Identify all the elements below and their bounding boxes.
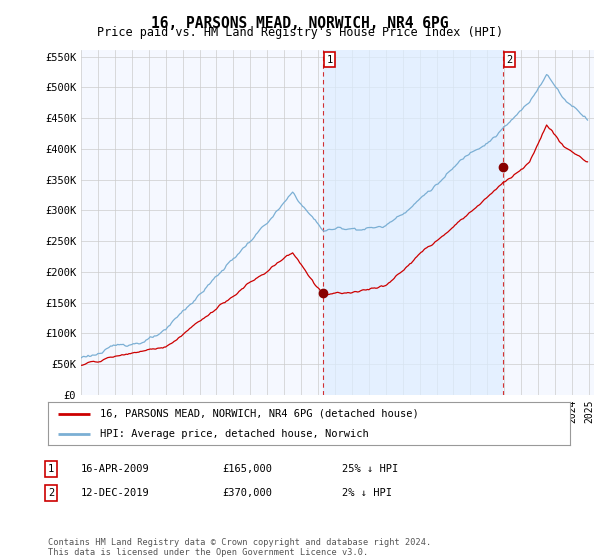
Text: 1: 1 [326, 55, 333, 64]
Text: 1: 1 [48, 464, 54, 474]
Text: £165,000: £165,000 [222, 464, 272, 474]
Text: 2: 2 [506, 55, 513, 64]
Text: Contains HM Land Registry data © Crown copyright and database right 2024.
This d: Contains HM Land Registry data © Crown c… [48, 538, 431, 557]
Text: 16-APR-2009: 16-APR-2009 [81, 464, 150, 474]
Text: 12-DEC-2019: 12-DEC-2019 [81, 488, 150, 498]
Text: 16, PARSONS MEAD, NORWICH, NR4 6PG (detached house): 16, PARSONS MEAD, NORWICH, NR4 6PG (deta… [100, 409, 419, 419]
Text: 16, PARSONS MEAD, NORWICH, NR4 6PG: 16, PARSONS MEAD, NORWICH, NR4 6PG [151, 16, 449, 31]
Text: HPI: Average price, detached house, Norwich: HPI: Average price, detached house, Norw… [100, 428, 369, 438]
Text: 2: 2 [48, 488, 54, 498]
Text: £370,000: £370,000 [222, 488, 272, 498]
Text: 2% ↓ HPI: 2% ↓ HPI [342, 488, 392, 498]
Text: 25% ↓ HPI: 25% ↓ HPI [342, 464, 398, 474]
Bar [323, 50, 503, 395]
Text: Price paid vs. HM Land Registry's House Price Index (HPI): Price paid vs. HM Land Registry's House … [97, 26, 503, 39]
